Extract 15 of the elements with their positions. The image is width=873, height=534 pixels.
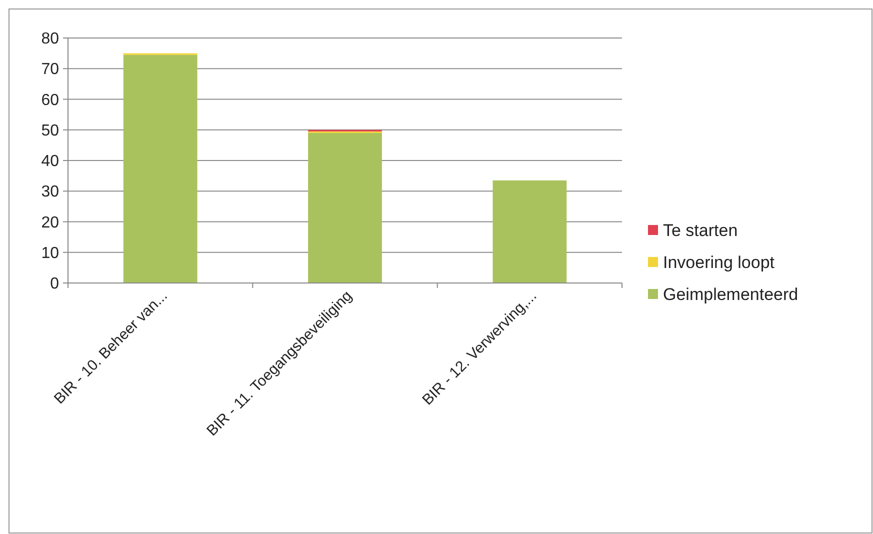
y-tick-label: 70 bbox=[41, 61, 60, 78]
bar bbox=[492, 180, 567, 283]
y-tick-label: 30 bbox=[41, 184, 60, 201]
y-tick-label: 0 bbox=[50, 276, 60, 293]
legend-label: Te starten bbox=[663, 220, 738, 240]
y-tick-label: 50 bbox=[41, 122, 60, 140]
legend-label: Geimplementeerd bbox=[663, 284, 798, 304]
y-tick-label: 10 bbox=[41, 244, 60, 262]
y-tick-label: 20 bbox=[41, 214, 60, 232]
y-tick-label: 40 bbox=[41, 153, 60, 170]
legend-label: Invoering loopt bbox=[663, 252, 775, 272]
y-tick-label: 60 bbox=[41, 92, 60, 109]
bar bbox=[308, 132, 382, 283]
bar bbox=[123, 54, 198, 283]
y-tick-label: 80 bbox=[41, 30, 60, 48]
